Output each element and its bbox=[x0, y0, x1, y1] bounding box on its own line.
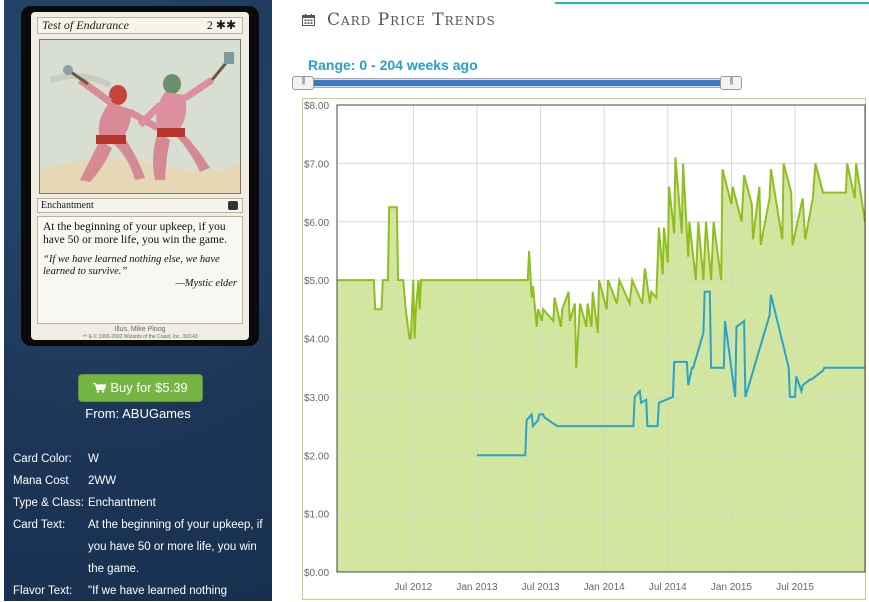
y-tick-label: $3.00 bbox=[304, 393, 329, 404]
plot-frame bbox=[336, 104, 866, 573]
card-title-bar: Test of Endurance 2 ✱✱ bbox=[37, 17, 243, 34]
card-illustrator: Illus. Mike Ploog bbox=[114, 326, 166, 333]
set-symbol-icon bbox=[228, 201, 238, 210]
y-tick-label: $2.00 bbox=[304, 451, 329, 462]
y-tick-label: $5.00 bbox=[304, 276, 329, 287]
info-row-card-text: Card Text: At the beginning of your upke… bbox=[13, 519, 263, 575]
x-tick-label: Jul 2014 bbox=[649, 582, 687, 593]
price-chart: $0.00 $1.00 $2.00 $3.00 $4.00 $5.00 $6.00 $7.00… bbox=[302, 98, 866, 600]
y-tick-label: $0.00 bbox=[304, 568, 329, 579]
range-slider-end-handle[interactable] bbox=[720, 76, 742, 90]
x-tick-label: Jan 2013 bbox=[456, 582, 498, 593]
range-slider-fill bbox=[307, 80, 731, 86]
buy-button-label: Buy for $5.39 bbox=[110, 380, 188, 395]
info-row-mana-cost: Mana Cost 2WW bbox=[13, 475, 117, 487]
calendar-icon bbox=[302, 14, 315, 26]
info-row-color: Card Color: W bbox=[13, 453, 99, 465]
page-title: Card Price Trends bbox=[327, 10, 496, 30]
x-tick-label: Jan 2015 bbox=[711, 582, 753, 593]
range-slider-start-handle[interactable] bbox=[292, 76, 314, 90]
price-chart-svg: $0.00 $1.00 $2.00 $3.00 $4.00 $5.00 $6.00 $7.00… bbox=[304, 101, 866, 593]
card-mana-cost: 2 ✱✱ bbox=[206, 18, 236, 32]
card-face: Test of Endurance 2 ✱✱ bbox=[31, 12, 249, 340]
card-image: Test of Endurance 2 ✱✱ bbox=[21, 6, 259, 346]
x-tick-label: Jul 2012 bbox=[394, 582, 432, 593]
x-tick-label: Jul 2013 bbox=[522, 582, 560, 593]
cart-icon bbox=[93, 383, 107, 393]
x-tick-label: Jan 2014 bbox=[584, 582, 626, 593]
card-detail-panel: Test of Endurance 2 ✱✱ bbox=[4, 0, 272, 601]
y-tick-label: $4.00 bbox=[304, 335, 329, 346]
card-text-box: At the beginning of your upkeep, if you … bbox=[37, 216, 243, 324]
card-copyright: ™ & © 1993-2002 Wizards of the Coast, In… bbox=[82, 334, 198, 340]
range-label: Range: 0 - 204 weeks ago bbox=[308, 57, 478, 73]
seller-label: From: ABUGames bbox=[85, 406, 191, 421]
series-green-line bbox=[337, 157, 866, 368]
info-row-flavor-text: Flavor Text: "If we have learned nothing bbox=[13, 585, 227, 597]
x-tick-label: Jul 2015 bbox=[776, 582, 814, 593]
buy-button[interactable]: Buy for $5.39 bbox=[78, 374, 203, 402]
range-slider[interactable] bbox=[298, 78, 740, 88]
card-flavor-attribution: —Mystic elder bbox=[175, 278, 237, 289]
y-tick-label: $6.00 bbox=[304, 218, 329, 229]
card-rules-text: At the beginning of your upkeep, if you … bbox=[43, 221, 227, 246]
series-blue-line bbox=[477, 290, 865, 457]
card-name: Test of Endurance bbox=[42, 18, 129, 32]
info-row-type: Type & Class: Enchantment bbox=[13, 497, 156, 509]
series-green-area bbox=[337, 157, 865, 572]
header-accent-rule bbox=[555, 2, 869, 4]
y-tick-label: $1.00 bbox=[304, 510, 329, 521]
card-flavor-text: “If we have learned nothing else, we hav… bbox=[43, 254, 220, 277]
card-info-table: Card Color: W Mana Cost 2WW Type & Class… bbox=[13, 448, 271, 602]
y-tick-label: $8.00 bbox=[304, 101, 329, 112]
y-tick-label: $7.00 bbox=[304, 159, 329, 170]
card-artwork bbox=[39, 39, 241, 194]
card-artwork-illustration bbox=[40, 40, 240, 193]
card-type-line: Enchantment bbox=[37, 198, 243, 213]
price-trends-header: Card Price Trends bbox=[302, 8, 496, 32]
